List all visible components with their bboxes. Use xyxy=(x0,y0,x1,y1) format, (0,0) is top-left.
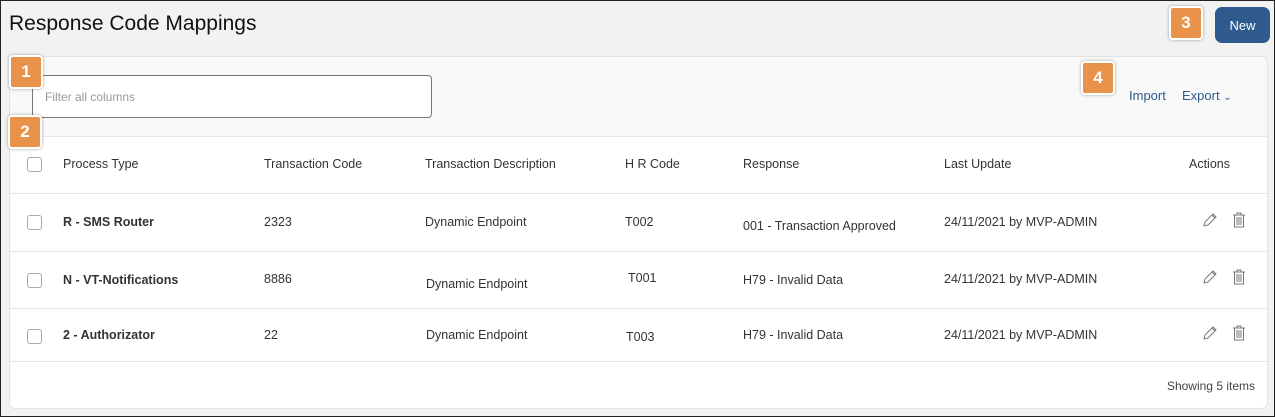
row-checkbox[interactable] xyxy=(27,215,42,230)
delete-trash-icon[interactable] xyxy=(1232,212,1246,228)
response: 001 - Transaction Approved xyxy=(743,219,896,233)
edit-pencil-icon[interactable] xyxy=(1202,212,1218,228)
divider xyxy=(10,251,1267,252)
response: H79 - Invalid Data xyxy=(743,328,844,342)
transaction-description: Dynamic Endpoint xyxy=(425,215,527,229)
last-update: 24/11/2021 by MVP-ADMIN xyxy=(944,215,1098,229)
callout-badge-3: 3 xyxy=(1169,6,1203,40)
items-count: Showing 5 items xyxy=(1166,379,1255,393)
last-update: 24/11/2021 by MVP-ADMIN xyxy=(944,328,1098,342)
chevron-down-icon: ⌄ xyxy=(1223,92,1232,103)
edit-pencil-icon[interactable] xyxy=(1202,269,1218,285)
filter-input[interactable] xyxy=(32,75,432,118)
hr-code: T001 xyxy=(628,271,657,285)
export-dropdown[interactable]: Export ⌄ xyxy=(1182,88,1232,103)
col-transaction-code[interactable]: Transaction Code xyxy=(264,157,363,171)
divider xyxy=(10,308,1267,309)
transaction-code: 22 xyxy=(264,328,278,342)
process-type: 2 - Authorizator xyxy=(63,328,155,342)
export-label: Export xyxy=(1182,88,1220,103)
delete-trash-icon[interactable] xyxy=(1232,269,1246,285)
hr-code: T002 xyxy=(625,215,654,229)
process-type: R - SMS Router xyxy=(63,215,154,229)
delete-trash-icon[interactable] xyxy=(1232,325,1246,341)
select-all-checkbox[interactable] xyxy=(27,157,42,172)
transaction-description: Dynamic Endpoint xyxy=(426,277,528,291)
table-row: N - VT-Notifications 8886 Dynamic Endpoi… xyxy=(10,252,1267,308)
response: H79 - Invalid Data xyxy=(743,273,844,287)
callout-badge-2: 2 xyxy=(8,115,42,149)
divider xyxy=(10,361,1267,362)
edit-pencil-icon[interactable] xyxy=(1202,325,1218,341)
page-title: Response Code Mappings xyxy=(9,12,257,35)
row-checkbox[interactable] xyxy=(27,273,42,288)
col-process-type[interactable]: Process Type xyxy=(63,157,139,171)
col-actions: Actions xyxy=(1189,157,1230,171)
last-update: 24/11/2021 by MVP-ADMIN xyxy=(944,272,1098,286)
process-type: N - VT-Notifications xyxy=(63,273,179,287)
col-transaction-description[interactable]: Transaction Description xyxy=(425,157,556,171)
divider xyxy=(10,193,1267,194)
hr-code: T003 xyxy=(626,330,655,344)
table-row: 2 - Authorizator 22 Dynamic Endpoint T00… xyxy=(10,309,1267,361)
col-last-update[interactable]: Last Update xyxy=(944,157,1012,171)
table-card: Import Export ⌄ Process Type Transaction… xyxy=(9,56,1268,409)
import-link[interactable]: Import xyxy=(1129,88,1166,103)
table-row: R - SMS Router 2323 Dynamic Endpoint T00… xyxy=(10,194,1267,251)
callout-badge-4: 4 xyxy=(1081,61,1115,95)
toolbar: Import Export ⌄ xyxy=(10,57,1267,137)
row-checkbox[interactable] xyxy=(27,329,42,344)
transaction-code: 2323 xyxy=(264,215,292,229)
new-button[interactable]: New xyxy=(1215,7,1270,43)
col-response[interactable]: Response xyxy=(743,157,800,171)
transaction-code: 8886 xyxy=(264,272,292,286)
transaction-description: Dynamic Endpoint xyxy=(426,328,528,342)
callout-badge-1: 1 xyxy=(9,55,43,89)
col-hr-code[interactable]: H R Code xyxy=(625,157,680,171)
